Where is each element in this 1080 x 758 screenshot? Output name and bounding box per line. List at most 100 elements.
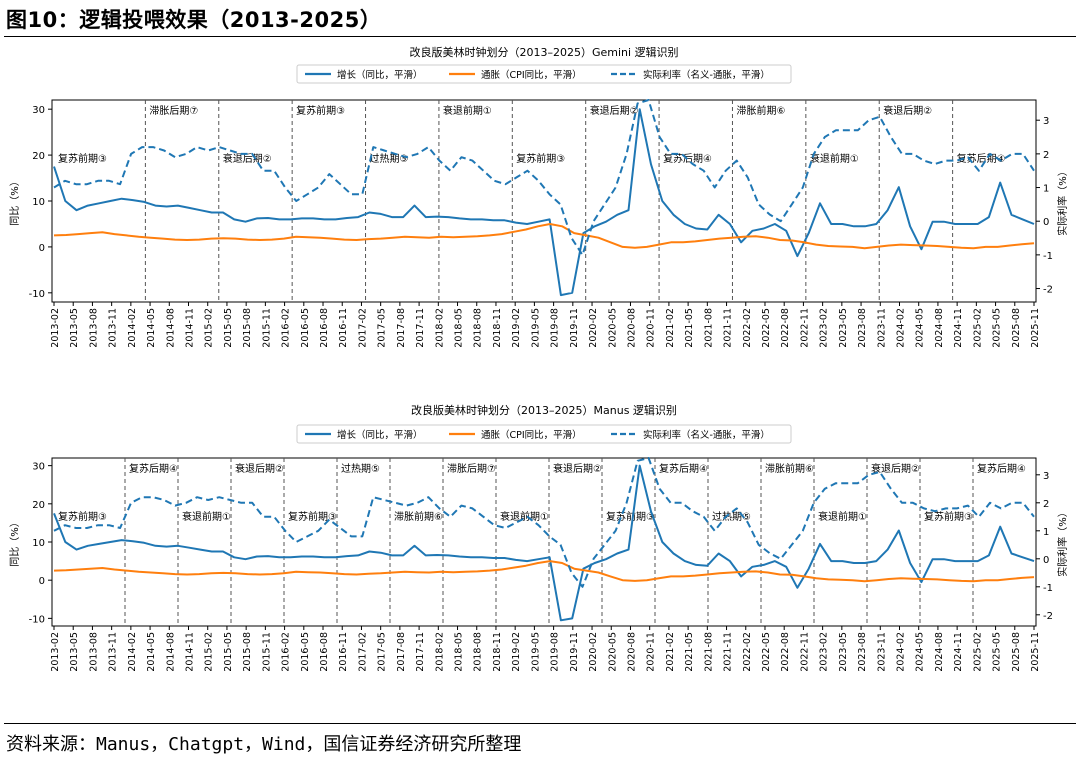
y2-axis-label: 实际利率（%）: [1056, 166, 1069, 236]
chart-title: 改良版美林时钟划分（2013–2025）Manus 逻辑识别: [411, 403, 677, 417]
figure-title: 图10：逻辑投喂效果（2013-2025）: [6, 8, 382, 32]
y-axis-label: 同比（%）: [9, 517, 21, 567]
x-tick-label: 2025-08: [1011, 308, 1022, 348]
x-tick-label: 2015-11: [261, 632, 272, 672]
source-rule: [4, 723, 1076, 724]
phase-label: 复苏前期③: [296, 104, 345, 117]
x-tick-label: 2013-02: [50, 308, 61, 348]
y2-tick-label: 0: [1043, 217, 1049, 228]
x-tick-label: 2022-05: [761, 308, 772, 348]
x-tick-label: 2017-02: [357, 308, 368, 348]
y-tick-label: 0: [39, 576, 45, 587]
x-tick-label: 2015-05: [223, 308, 234, 348]
x-tick-label: 2024-11: [953, 632, 964, 672]
chart-gemini: 改良版美林时钟划分（2013–2025）Gemini 逻辑识别增长（同比，平滑）…: [9, 45, 1069, 348]
real-rate-line: [53, 457, 1035, 588]
x-tick-label: 2018-08: [473, 632, 484, 672]
y-tick-label: -10: [29, 289, 45, 300]
x-tick-label: 2015-08: [242, 308, 253, 348]
x-tick-label: 2018-02: [434, 632, 445, 672]
plot-frame: [51, 99, 1037, 303]
x-tick-label: 2021-05: [684, 308, 695, 348]
phase-label: 复苏前期③: [516, 152, 565, 165]
x-tick-label: 2022-02: [742, 632, 753, 672]
x-tick-label: 2014-05: [146, 632, 157, 672]
legend-label-1: 增长（同比，平滑）: [337, 69, 423, 81]
y2-tick-label: 0: [1043, 555, 1049, 566]
y2-tick-label: 2: [1043, 499, 1049, 510]
y-tick-label: 30: [32, 105, 45, 116]
y2-tick-label: 3: [1043, 471, 1049, 482]
y2-tick-label: -2: [1043, 611, 1053, 622]
x-tick-label: 2014-11: [185, 308, 196, 348]
x-tick-label: 2013-08: [88, 308, 99, 348]
x-tick-label: 2022-05: [761, 632, 772, 672]
x-tick-label: 2019-11: [569, 308, 580, 348]
x-tick-label: 2023-08: [857, 632, 868, 672]
y2-tick-label: 3: [1043, 116, 1049, 127]
x-tick-label: 2016-11: [338, 632, 349, 672]
x-tick-label: 2021-11: [723, 632, 734, 672]
phase-label: 复苏前期③: [58, 152, 107, 165]
inflation-line: [53, 223, 1035, 250]
phase-label: 滞胀后期⑦: [447, 463, 496, 475]
phase-label: 衰退前期①: [443, 104, 492, 117]
growth-line: [53, 464, 1035, 622]
x-tick-label: 2018-11: [492, 632, 503, 672]
legend-label-1: 增长（同比，平滑）: [337, 429, 423, 441]
x-tick-label: 2018-08: [473, 308, 484, 348]
x-tick-label: 2020-02: [588, 632, 599, 672]
legend-frame: [296, 424, 792, 444]
x-tick-label: 2016-05: [300, 632, 311, 672]
chart-title: 改良版美林时钟划分（2013–2025）Gemini 逻辑识别: [409, 45, 678, 59]
real-rate-line: [53, 99, 1035, 256]
y-axis-label: 同比（%）: [9, 176, 21, 226]
phase-label: 衰退后期②: [235, 462, 284, 475]
x-tick-label: 2023-11: [876, 308, 887, 348]
x-tick-label: 2013-05: [69, 308, 80, 348]
phase-label: 滞胀后期⑦: [149, 105, 198, 117]
x-tick-label: 2023-02: [819, 308, 830, 348]
phase-label: 复苏后期④: [977, 462, 1026, 475]
x-tick-label: 2025-05: [992, 632, 1003, 672]
x-tick-label: 2018-02: [434, 308, 445, 348]
y-tick-label: 10: [32, 538, 45, 549]
x-tick-label: 2019-02: [511, 632, 522, 672]
x-tick-label: 2025-08: [1011, 632, 1022, 672]
phase-label: 滞胀前期⑥: [394, 510, 443, 523]
phase-label: 过热期⑤: [370, 152, 409, 165]
x-tick-label: 2020-05: [607, 632, 618, 672]
y2-tick-label: 2: [1043, 150, 1049, 161]
phase-label: 复苏后期④: [659, 462, 708, 475]
phase-label: 衰退后期②: [883, 104, 932, 117]
x-tick-label: 2024-11: [953, 308, 964, 348]
y2-axis-label: 实际利率（%）: [1056, 507, 1069, 577]
legend-label-2: 通胀（CPI同比，平滑）: [481, 69, 582, 81]
x-tick-label: 2024-08: [934, 308, 945, 348]
phase-label: 过热期⑤: [341, 462, 380, 475]
x-tick-label: 2019-08: [550, 632, 561, 672]
phase-label: 复苏前期③: [924, 510, 973, 523]
x-tick-label: 2016-05: [300, 308, 311, 348]
phase-label: 衰退后期②: [223, 152, 272, 165]
x-tick-label: 2018-05: [454, 308, 465, 348]
x-tick-label: 2020-02: [588, 308, 599, 348]
legend: 增长（同比，平滑） 通胀（CPI同比，平滑） 实际利率（名义-通胀，平滑）: [296, 424, 792, 444]
x-tick-label: 2017-05: [377, 632, 388, 672]
x-tick-label: 2017-11: [415, 632, 426, 672]
x-tick-label: 2017-11: [415, 308, 426, 348]
y2-tick-label: -1: [1043, 251, 1053, 262]
phase-label: 衰退后期②: [590, 104, 639, 117]
y-tick-label: 0: [39, 243, 45, 254]
x-tick-label: 2021-11: [723, 308, 734, 348]
phase-label: 复苏前期③: [606, 510, 655, 523]
y-tick-label: -10: [29, 614, 45, 625]
x-tick-label: 2024-02: [895, 308, 906, 348]
phase-label: 衰退前期①: [818, 510, 867, 523]
growth-line: [53, 108, 1035, 297]
x-tick-label: 2025-02: [972, 632, 983, 672]
source-note: 资料来源：Manus，Chatgpt，Wind，国信证券经济研究所整理: [6, 734, 522, 755]
plot-frame: [51, 457, 1037, 627]
x-tick-label: 2024-05: [915, 308, 926, 348]
